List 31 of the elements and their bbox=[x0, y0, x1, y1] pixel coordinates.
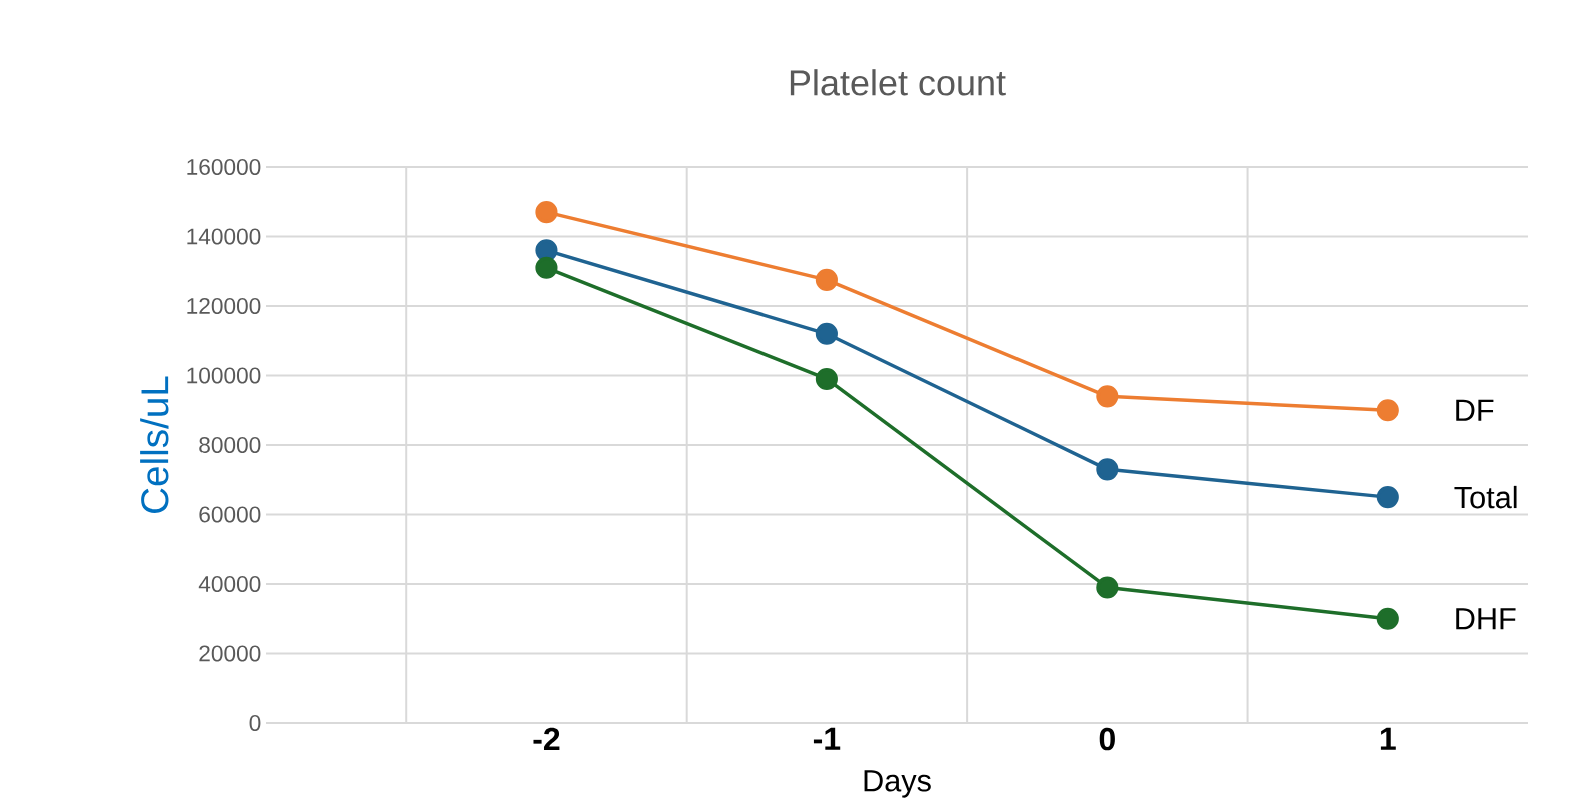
y-tick-label: 120000 bbox=[187, 297, 261, 315]
y-axis-title: Cells/uL bbox=[140, 376, 169, 513]
point bbox=[815, 268, 838, 292]
y-tick-label: 140000 bbox=[187, 228, 261, 245]
y-tick-label: 60000 bbox=[199, 506, 261, 523]
x-tick-label: -1 bbox=[813, 727, 841, 750]
point bbox=[1096, 576, 1119, 599]
series-label: Total bbox=[1454, 485, 1517, 509]
point bbox=[1376, 607, 1399, 630]
y-tick-label: 40000 bbox=[198, 575, 261, 593]
x-tick-label: 1 bbox=[1380, 727, 1396, 750]
point bbox=[1376, 399, 1399, 422]
point bbox=[815, 322, 838, 345]
point bbox=[1376, 486, 1399, 509]
point bbox=[815, 367, 838, 391]
chart-title: Platelet count bbox=[790, 69, 1006, 96]
series-label: DHF bbox=[1456, 608, 1516, 630]
y-tick-label: 100000 bbox=[187, 367, 261, 384]
series-label: DF bbox=[1456, 399, 1494, 421]
point bbox=[535, 201, 558, 224]
y-tick-label: 0 bbox=[249, 714, 261, 732]
y-tick-label: 80000 bbox=[199, 436, 261, 454]
point bbox=[535, 256, 558, 279]
y-tick-label: 160000 bbox=[187, 158, 261, 176]
x-tick-label: 0 bbox=[1099, 727, 1115, 751]
x-tick-label: -2 bbox=[533, 727, 560, 751]
x-axis-title: Days bbox=[864, 770, 931, 798]
point bbox=[1096, 385, 1119, 408]
point bbox=[535, 239, 558, 262]
point bbox=[1096, 458, 1119, 481]
y-tick-label: 20000 bbox=[199, 645, 261, 662]
